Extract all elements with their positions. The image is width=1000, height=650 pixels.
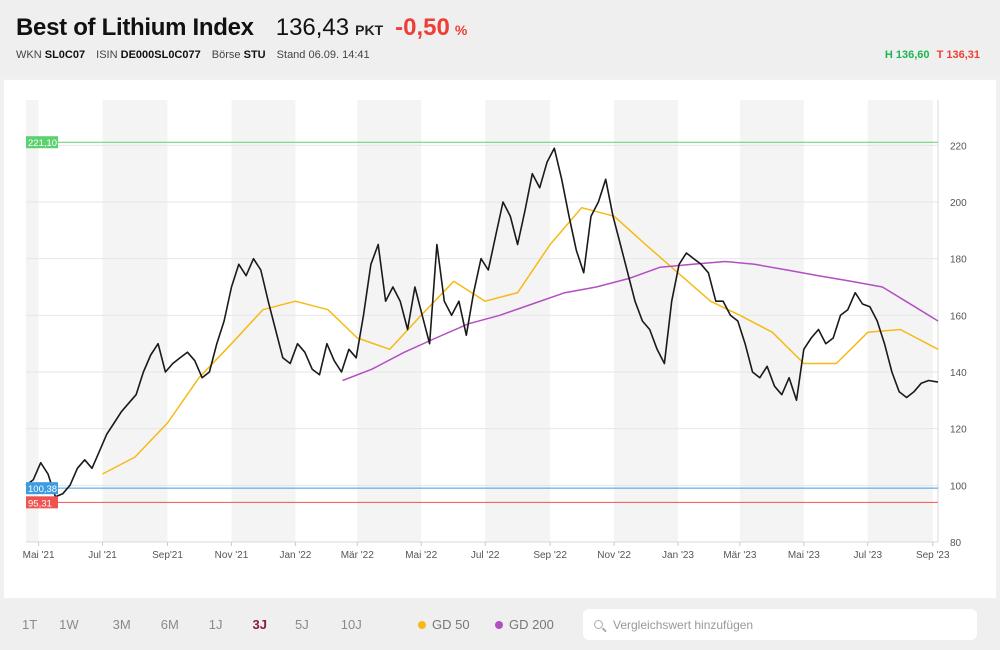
month-band (485, 100, 551, 542)
y-tick-label: 120 (950, 425, 967, 436)
range-6m[interactable]: 6M (160, 617, 179, 632)
exchange-label: Börse (211, 49, 241, 61)
month-band (102, 100, 168, 542)
y-tick-label: 220 (950, 141, 967, 152)
x-tick-label: Sep '23 (916, 550, 950, 561)
range-1w[interactable]: 1W (59, 617, 79, 632)
reference-badge (26, 136, 58, 149)
reference-badge (26, 496, 58, 509)
legend-gd50[interactable]: GD 50 (418, 617, 470, 632)
day-high: H 136,60 (884, 49, 930, 61)
month-band (614, 100, 679, 542)
x-tick-label: Mai '23 (788, 550, 820, 561)
meta-row: WKN SL0C07 ISIN DE000SL0C077 Börse STU S… (16, 49, 370, 61)
y-tick-label: 180 (950, 255, 967, 266)
gd50-line (102, 206, 939, 475)
gd50-dot-icon (418, 620, 426, 629)
price-change-unit: % (454, 22, 468, 38)
x-tick-label: Mär '22 (341, 550, 374, 561)
month-band (357, 100, 422, 542)
index-name: Best of Lithium Index (16, 14, 254, 41)
y-tick-label: 80 (950, 538, 962, 549)
stand-label: Stand (276, 49, 306, 61)
gd200-label: GD 200 (509, 617, 554, 632)
month-band (26, 100, 39, 542)
x-tick-label: Sep '22 (533, 550, 567, 561)
exchange-value: STU (243, 49, 266, 61)
range-5j[interactable]: 5J (295, 617, 309, 632)
range-3m[interactable]: 3M (112, 617, 131, 632)
gd200-dot-icon (495, 620, 503, 629)
gd50-label: GD 50 (432, 617, 470, 632)
chart-panel[interactable]: 221,10 100,38 95,31 80 100 120 140 160 180 200 22… (4, 80, 996, 598)
quote-header: Best of Lithium Index 136,43 PKT -0,50 %… (0, 0, 1000, 76)
compare-search-input[interactable]: Vergleichswert hinzufügen (583, 609, 977, 640)
x-tick-label: Mai '21 (23, 550, 55, 561)
month-band (867, 100, 933, 542)
x-tick-label: Mär '23 (723, 550, 756, 561)
range-selector: 1T 1W 3M 6M 1J 3J 5J 10J (22, 617, 362, 632)
range-3j[interactable]: 3J (252, 617, 267, 632)
high-low: H 136,60 T 136,31 (885, 49, 980, 61)
reference-badge (26, 482, 58, 495)
day-low: T 136,31 (936, 49, 980, 61)
x-tick-label: Jul '21 (88, 550, 117, 561)
x-tick-label: Mai '22 (405, 550, 437, 561)
y-tick-label: 100 (950, 481, 967, 492)
search-icon (594, 620, 603, 629)
current-price: 136,43 (275, 14, 350, 41)
legend-gd200[interactable]: GD 200 (495, 617, 554, 632)
wkn-label: WKN (16, 49, 42, 61)
price-chart[interactable]: 221,10 100,38 95,31 80 100 120 140 160 180 200 22… (4, 80, 996, 598)
x-tick-label: Jan '23 (662, 550, 694, 561)
range-10j[interactable]: 10J (340, 617, 362, 632)
x-tick-label: Jan '22 (279, 550, 311, 561)
reference-label: 221,10 (28, 138, 57, 149)
footer-toolbar: 1T 1W 3M 6M 1J 3J 5J 10J GD 50 GD 200 Vergleich… (0, 600, 1000, 650)
price-line (25, 147, 939, 498)
wkn-value: SL0C07 (44, 49, 86, 61)
y-tick-label: 140 (950, 368, 967, 379)
stand-value: 06.09. 14:41 (308, 49, 370, 61)
range-1t[interactable]: 1T (22, 617, 38, 632)
isin-label: ISIN (96, 49, 118, 61)
x-tick-label: Jul '23 (853, 550, 882, 561)
reference-label: 95,31 (28, 498, 52, 509)
y-tick-label: 160 (950, 311, 967, 322)
price-change: -0,50 (395, 14, 450, 41)
x-tick-label: Sep'21 (152, 550, 183, 561)
price-unit: PKT (355, 22, 384, 38)
isin-value: DE000SL0C077 (120, 49, 201, 61)
y-tick-label: 200 (950, 198, 967, 209)
search-placeholder: Vergleichswert hinzufügen (613, 617, 754, 632)
x-tick-label: Jul '22 (471, 550, 500, 561)
title-row: Best of Lithium Index 136,43 PKT -0,50 % (16, 14, 467, 42)
reference-label: 100,38 (28, 484, 57, 495)
month-band (231, 100, 296, 542)
x-tick-label: Nov '21 (215, 550, 249, 561)
range-1j[interactable]: 1J (208, 617, 223, 632)
x-tick-label: Nov '22 (597, 550, 631, 561)
gd200-line (342, 260, 939, 382)
